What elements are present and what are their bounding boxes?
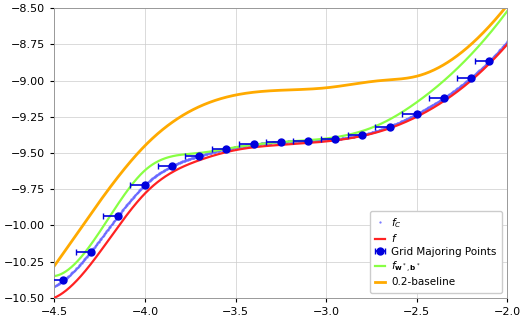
$f$ <box>326 139 332 143</box>
0.2-baseline <box>504 3 510 7</box>
0.2-baseline <box>395 77 401 81</box>
$f_C$ <box>395 121 401 125</box>
$f_C$ <box>340 136 346 140</box>
$f_{\mathbf{w}^*, \mathbf{b}^*}$ <box>504 9 510 13</box>
$f_C$ <box>79 260 85 264</box>
0.2-baseline <box>326 86 332 90</box>
$f$ <box>51 296 57 300</box>
0.2-baseline <box>51 264 57 268</box>
0.2-baseline <box>79 224 85 228</box>
$f$ <box>504 42 510 46</box>
0.2-baseline <box>340 84 346 88</box>
$f_C$ <box>326 138 332 142</box>
$f_C$ <box>504 39 510 43</box>
Line: $f$: $f$ <box>54 44 507 298</box>
0.2-baseline <box>441 63 447 66</box>
$f_{\mathbf{w}^*, \mathbf{b}^*}$ <box>340 134 346 138</box>
Line: $f_{\mathbf{w}^*, \mathbf{b}^*}$: $f_{\mathbf{w}^*, \mathbf{b}^*}$ <box>54 11 507 276</box>
$f$ <box>79 273 85 277</box>
$f$ <box>441 99 447 103</box>
$f_{\mathbf{w}^*, \mathbf{b}^*}$ <box>395 113 401 117</box>
$f$ <box>340 137 346 141</box>
$f_C$ <box>441 96 447 100</box>
$f_{\mathbf{w}^*, \mathbf{b}^*}$ <box>79 254 85 258</box>
Line: 0.2-baseline: 0.2-baseline <box>54 5 507 266</box>
$f$ <box>395 123 401 127</box>
$f$ <box>314 140 320 144</box>
0.2-baseline <box>314 87 320 91</box>
$f_{\mathbf{w}^*, \mathbf{b}^*}$ <box>314 137 320 141</box>
$f_C$ <box>51 284 57 288</box>
$f_{\mathbf{w}^*, \mathbf{b}^*}$ <box>441 78 447 82</box>
$f_C$ <box>314 138 320 142</box>
Line: $f_C$: $f_C$ <box>54 41 508 287</box>
$f_{\mathbf{w}^*, \mathbf{b}^*}$ <box>326 136 332 140</box>
Legend: $f_C$, $f$, Grid Majoring Points, $f_{\mathbf{w}^*, \mathbf{b}^*}$, 0.2-baseline: $f_C$, $f$, Grid Majoring Points, $f_{\m… <box>370 211 502 293</box>
$f_{\mathbf{w}^*, \mathbf{b}^*}$ <box>51 274 57 278</box>
